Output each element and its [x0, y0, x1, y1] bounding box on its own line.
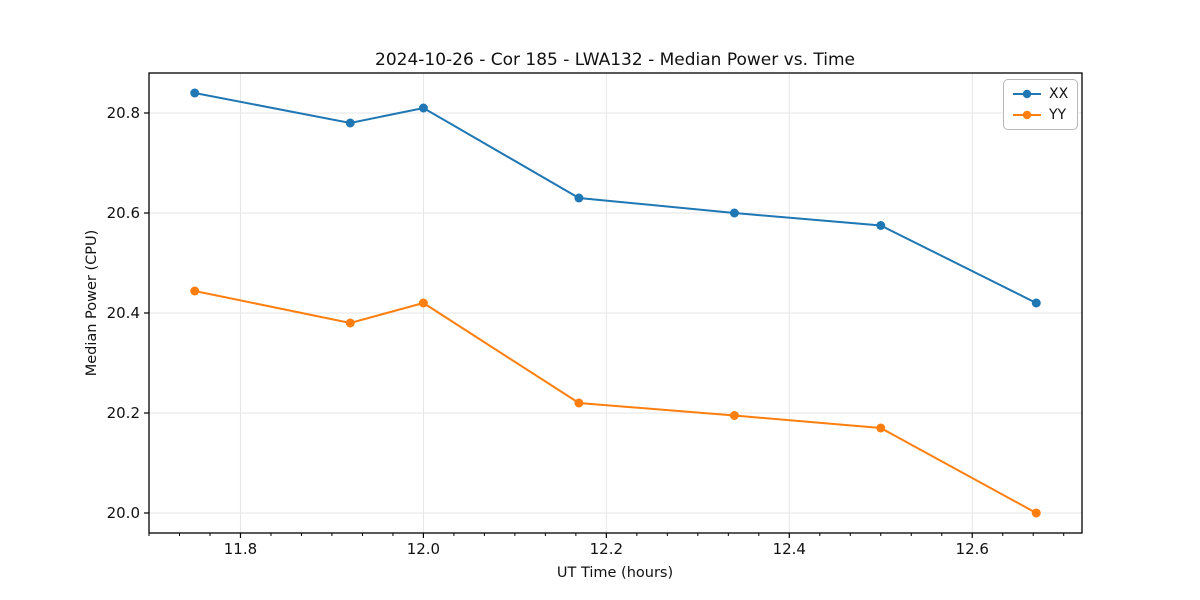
legend-label-xx: XX — [1049, 86, 1069, 102]
legend-line-sample-icon — [1013, 89, 1041, 99]
legend-item-yy: YY — [1012, 106, 1068, 124]
x-tick-label: 12.6 — [956, 540, 989, 558]
series-yy — [190, 286, 1041, 518]
plot-border — [148, 72, 1083, 534]
legend-label-yy: YY — [1049, 107, 1067, 123]
series-xx — [190, 88, 1041, 308]
data-point-xx — [190, 88, 200, 98]
y-tick-label: 20.0 — [107, 504, 140, 522]
chart-title: 2024-10-26 - Cor 185 - LWA132 - Median P… — [375, 50, 855, 70]
y-tick-label: 20.2 — [107, 404, 140, 422]
legend: XX YY — [1003, 79, 1079, 130]
data-point-xx — [876, 221, 886, 230]
legend-line-sample-icon — [1013, 110, 1041, 120]
data-point-yy — [190, 286, 200, 296]
y-tick-label: 20.4 — [107, 304, 140, 322]
series-line-yy — [194, 290, 1037, 514]
x-tick-label: 12.4 — [773, 540, 806, 558]
data-point-yy — [729, 411, 739, 420]
x-axis-label: UT Time (hours) — [557, 565, 673, 581]
data-point-yy — [876, 423, 886, 433]
y-axis-label: Median Power (CPU) — [84, 230, 100, 377]
data-point-xx — [574, 193, 584, 203]
legend-item-xx: XX — [1012, 85, 1068, 103]
data-point-xx — [418, 103, 428, 113]
data-point-yy — [418, 298, 428, 308]
y-tick-label: 20.8 — [107, 104, 140, 122]
grid-layer — [149, 73, 1082, 533]
x-tick-label: 12.2 — [590, 540, 623, 558]
x-tick-label: 12.0 — [407, 540, 440, 558]
data-point-xx — [1031, 298, 1041, 308]
tick-layer: 11.8 12.0 12.2 12.4 12.6 20.0 20.2 20.4 20.6 20.8 — [107, 104, 1065, 558]
data-point-yy — [345, 318, 355, 328]
x-tick-label: 11.8 — [224, 540, 257, 558]
y-tick-label: 20.6 — [107, 204, 140, 222]
data-point-xx — [345, 118, 355, 128]
data-point-xx — [729, 208, 739, 218]
series-layer — [190, 88, 1041, 518]
data-point-yy — [1031, 508, 1041, 518]
series-line-xx — [194, 92, 1037, 304]
data-point-yy — [574, 398, 584, 408]
